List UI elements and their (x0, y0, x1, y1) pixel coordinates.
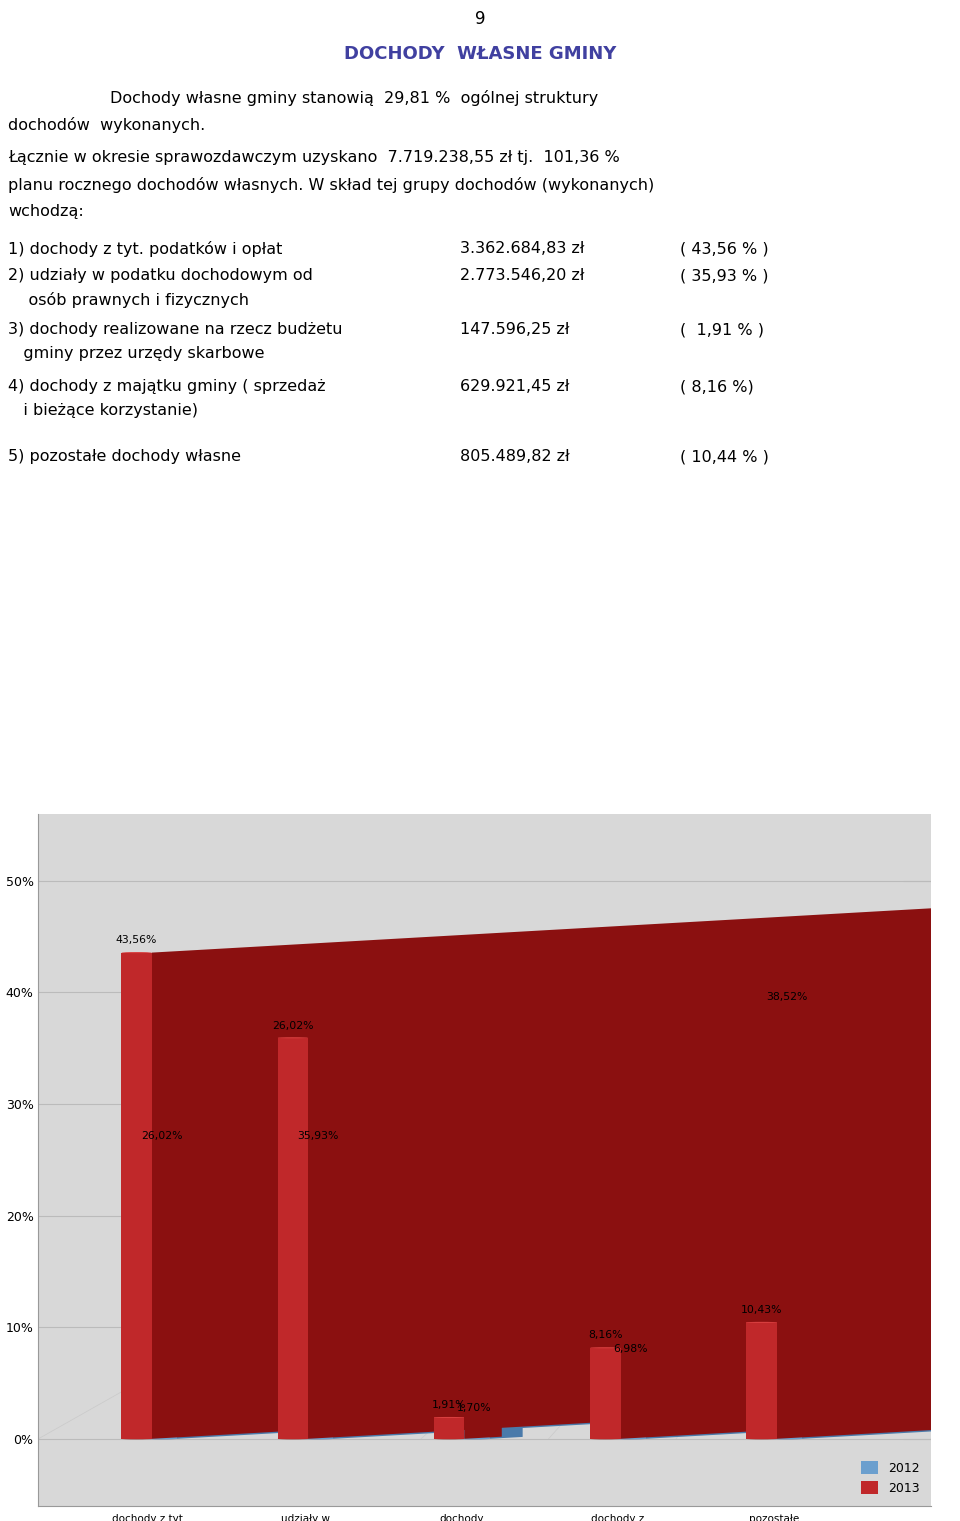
Bar (459, 1419, 490, 1439)
Polygon shape (333, 1119, 844, 1439)
Text: i bieżące korzystanie): i bieżące korzystanie) (8, 403, 198, 418)
Polygon shape (620, 1338, 780, 1439)
Bar (277, 1037, 308, 1439)
Text: planu rocznego dochodów własnych. W skład tej grupy dochodów (wykonanych): planu rocznego dochodów własnych. W skła… (8, 176, 655, 193)
Bar (746, 1322, 777, 1439)
Polygon shape (152, 903, 960, 1439)
Text: 147.596,25 zł: 147.596,25 zł (460, 322, 569, 338)
Text: gminy przez urzędy skarbowe: gminy przez urzędy skarbowe (8, 347, 265, 362)
Text: 26,02%: 26,02% (272, 1021, 314, 1031)
Text: 5) pozostałe dochody własne: 5) pozostałe dochody własne (8, 449, 241, 464)
Text: 2.773.546,20 zł: 2.773.546,20 zł (460, 268, 585, 283)
Polygon shape (177, 1119, 688, 1439)
Polygon shape (465, 1416, 502, 1439)
Bar (302, 1148, 333, 1439)
Polygon shape (777, 1311, 960, 1439)
Text: dochodów  wykonanych.: dochodów wykonanych. (8, 117, 205, 132)
Bar (590, 1348, 620, 1439)
Text: ( 8,16 %): ( 8,16 %) (680, 379, 754, 394)
Bar (434, 1418, 465, 1439)
Text: 6,98%: 6,98% (613, 1343, 648, 1354)
Text: ( 10,44 % ): ( 10,44 % ) (680, 449, 769, 464)
Text: Dochody własne gminy stanowią  29,81 %  ogólnej struktury: Dochody własne gminy stanowią 29,81 % og… (110, 90, 598, 106)
Text: ( 43,56 % ): ( 43,56 % ) (680, 242, 769, 257)
Text: 1,70%: 1,70% (457, 1402, 492, 1413)
Text: 43,56%: 43,56% (116, 935, 157, 946)
Text: 8,16%: 8,16% (588, 1331, 623, 1340)
Text: 26,02%: 26,02% (141, 1132, 182, 1141)
Legend: 2012, 2013: 2012, 2013 (855, 1456, 924, 1500)
Bar (147, 1148, 177, 1439)
Bar (121, 952, 152, 1439)
Polygon shape (802, 966, 960, 1439)
Text: 1,91%: 1,91% (432, 1401, 467, 1410)
Text: osób prawnych i fizycznych: osób prawnych i fizycznych (8, 292, 249, 309)
Bar (772, 1008, 802, 1439)
Text: 805.489,82 zł: 805.489,82 zł (460, 449, 569, 464)
Text: Łącznie w okresie sprawozdawczym uzyskano  7.719.238,55 zł tj.  101,36 %: Łącznie w okresie sprawozdawczym uzyskan… (8, 149, 620, 164)
Text: ( 35,93 % ): ( 35,93 % ) (680, 268, 769, 283)
Text: 10,43%: 10,43% (741, 1305, 782, 1316)
Polygon shape (490, 1418, 522, 1439)
Polygon shape (645, 1354, 782, 1439)
Text: 3) dochody realizowane na rzecz budżetu: 3) dochody realizowane na rzecz budżetu (8, 322, 343, 338)
Text: 4) dochody z majątku gminy ( sprzedaż: 4) dochody z majątku gminy ( sprzedaż (8, 379, 325, 394)
Text: DOCHODY  WŁASNE GMINY: DOCHODY WŁASNE GMINY (344, 46, 616, 62)
Text: (  1,91 % ): ( 1,91 % ) (680, 322, 764, 338)
Text: 2) udziały w podatku dochodowym od: 2) udziały w podatku dochodowym od (8, 268, 313, 283)
Text: 35,93%: 35,93% (298, 1132, 339, 1141)
Text: 3.362.684,83 zł: 3.362.684,83 zł (460, 242, 585, 257)
Text: 9: 9 (475, 11, 485, 27)
Bar (615, 1361, 645, 1439)
Text: 1) dochody z tyt. podatków i opłat: 1) dochody z tyt. podatków i opłat (8, 242, 282, 257)
Polygon shape (308, 998, 960, 1439)
Text: 38,52%: 38,52% (766, 992, 807, 1002)
Text: 629.921,45 zł: 629.921,45 zł (460, 379, 569, 394)
Text: wchodzą:: wchodzą: (8, 204, 84, 219)
